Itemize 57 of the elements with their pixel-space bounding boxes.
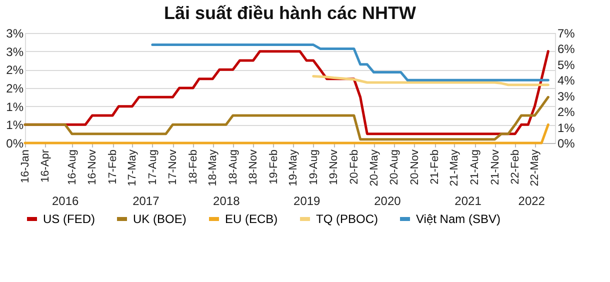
y2-tick-label: 2%: [558, 105, 576, 120]
x-tick-label: 17-May: [126, 149, 139, 186]
text: 2018: [213, 194, 240, 208]
legend-label: EU (ECB): [225, 212, 278, 226]
x-tick-label: 18-Nov: [248, 149, 260, 185]
x-tick-label: 16-Jan: [20, 150, 32, 184]
x-tick-label: 20-Feb: [348, 150, 360, 184]
y-tick-label: 2%: [6, 82, 24, 96]
x-tick-label: 21-Aug: [469, 150, 482, 185]
text: 2017: [132, 194, 160, 208]
x-tick-label: 22-May: [529, 149, 542, 186]
y2-tick-label: 4%: [558, 74, 576, 88]
text: 2021: [454, 194, 482, 208]
y-tick-label: 3%: [6, 44, 24, 59]
y2-tick-label: 3%: [558, 89, 576, 104]
legend-label: US (FED): [43, 212, 95, 226]
x-tick-label: 17-Feb: [107, 150, 120, 184]
y2-tick-label: 7%: [558, 26, 576, 40]
line-series: [24, 96, 550, 141]
x-tick-label: 18-Aug: [227, 150, 240, 185]
x-tick-label: 18-Feb: [187, 150, 200, 184]
line-series: [312, 74, 550, 86]
text: 2022: [518, 194, 546, 208]
x-tick-label: 20-Aug: [388, 150, 401, 185]
legend-label: TQ (PBOC): [316, 212, 378, 226]
x-tick-label: 16-Aug: [66, 150, 78, 185]
text: 2019: [294, 194, 321, 208]
text: 2020: [374, 194, 402, 208]
x-tick-label: 20-May: [368, 149, 380, 186]
x-tick-label: 22-Feb: [510, 150, 522, 184]
y-tick-label: 3%: [6, 26, 24, 40]
x-tick-label: 19-Nov: [328, 149, 340, 185]
x-tick-label: 21-Nov: [489, 149, 502, 185]
x-tick-label: 19-May: [288, 149, 300, 186]
y2-tick-label: 5%: [558, 58, 576, 72]
y-tick-label: 1%: [6, 100, 24, 114]
chart-title: Lãi suất điều hành các NHTW: [164, 3, 416, 23]
x-tick-label: 19-Feb: [268, 150, 280, 184]
x-tick-label: 19-Aug: [308, 150, 320, 185]
x-tick-label: 17-Nov: [167, 149, 180, 185]
line-series: [151, 44, 550, 82]
x-tick-label: 18-May: [207, 149, 220, 186]
x-tick-label: 21-May: [448, 149, 461, 186]
y2-tick-label: 0%: [558, 136, 576, 150]
text: 2016: [52, 194, 80, 208]
y2-tick-label: 1%: [558, 120, 576, 135]
y-tick-label: 0%: [6, 136, 24, 150]
x-tick-label: 17-Aug: [146, 150, 159, 185]
x-tick-label: 16-Apr: [40, 149, 52, 183]
y-tick-label: 1%: [6, 118, 24, 132]
y2-tick-label: 6%: [558, 42, 576, 56]
x-tick-label: 20-Nov: [408, 149, 421, 185]
y-tick-label: 2%: [6, 63, 24, 78]
x-tick-label: 16-Nov: [86, 149, 99, 185]
legend-label: Việt Nam (SBV): [416, 212, 500, 226]
legend-label: UK (BOE): [133, 212, 186, 226]
x-tick-label: 21-Feb: [429, 150, 442, 184]
